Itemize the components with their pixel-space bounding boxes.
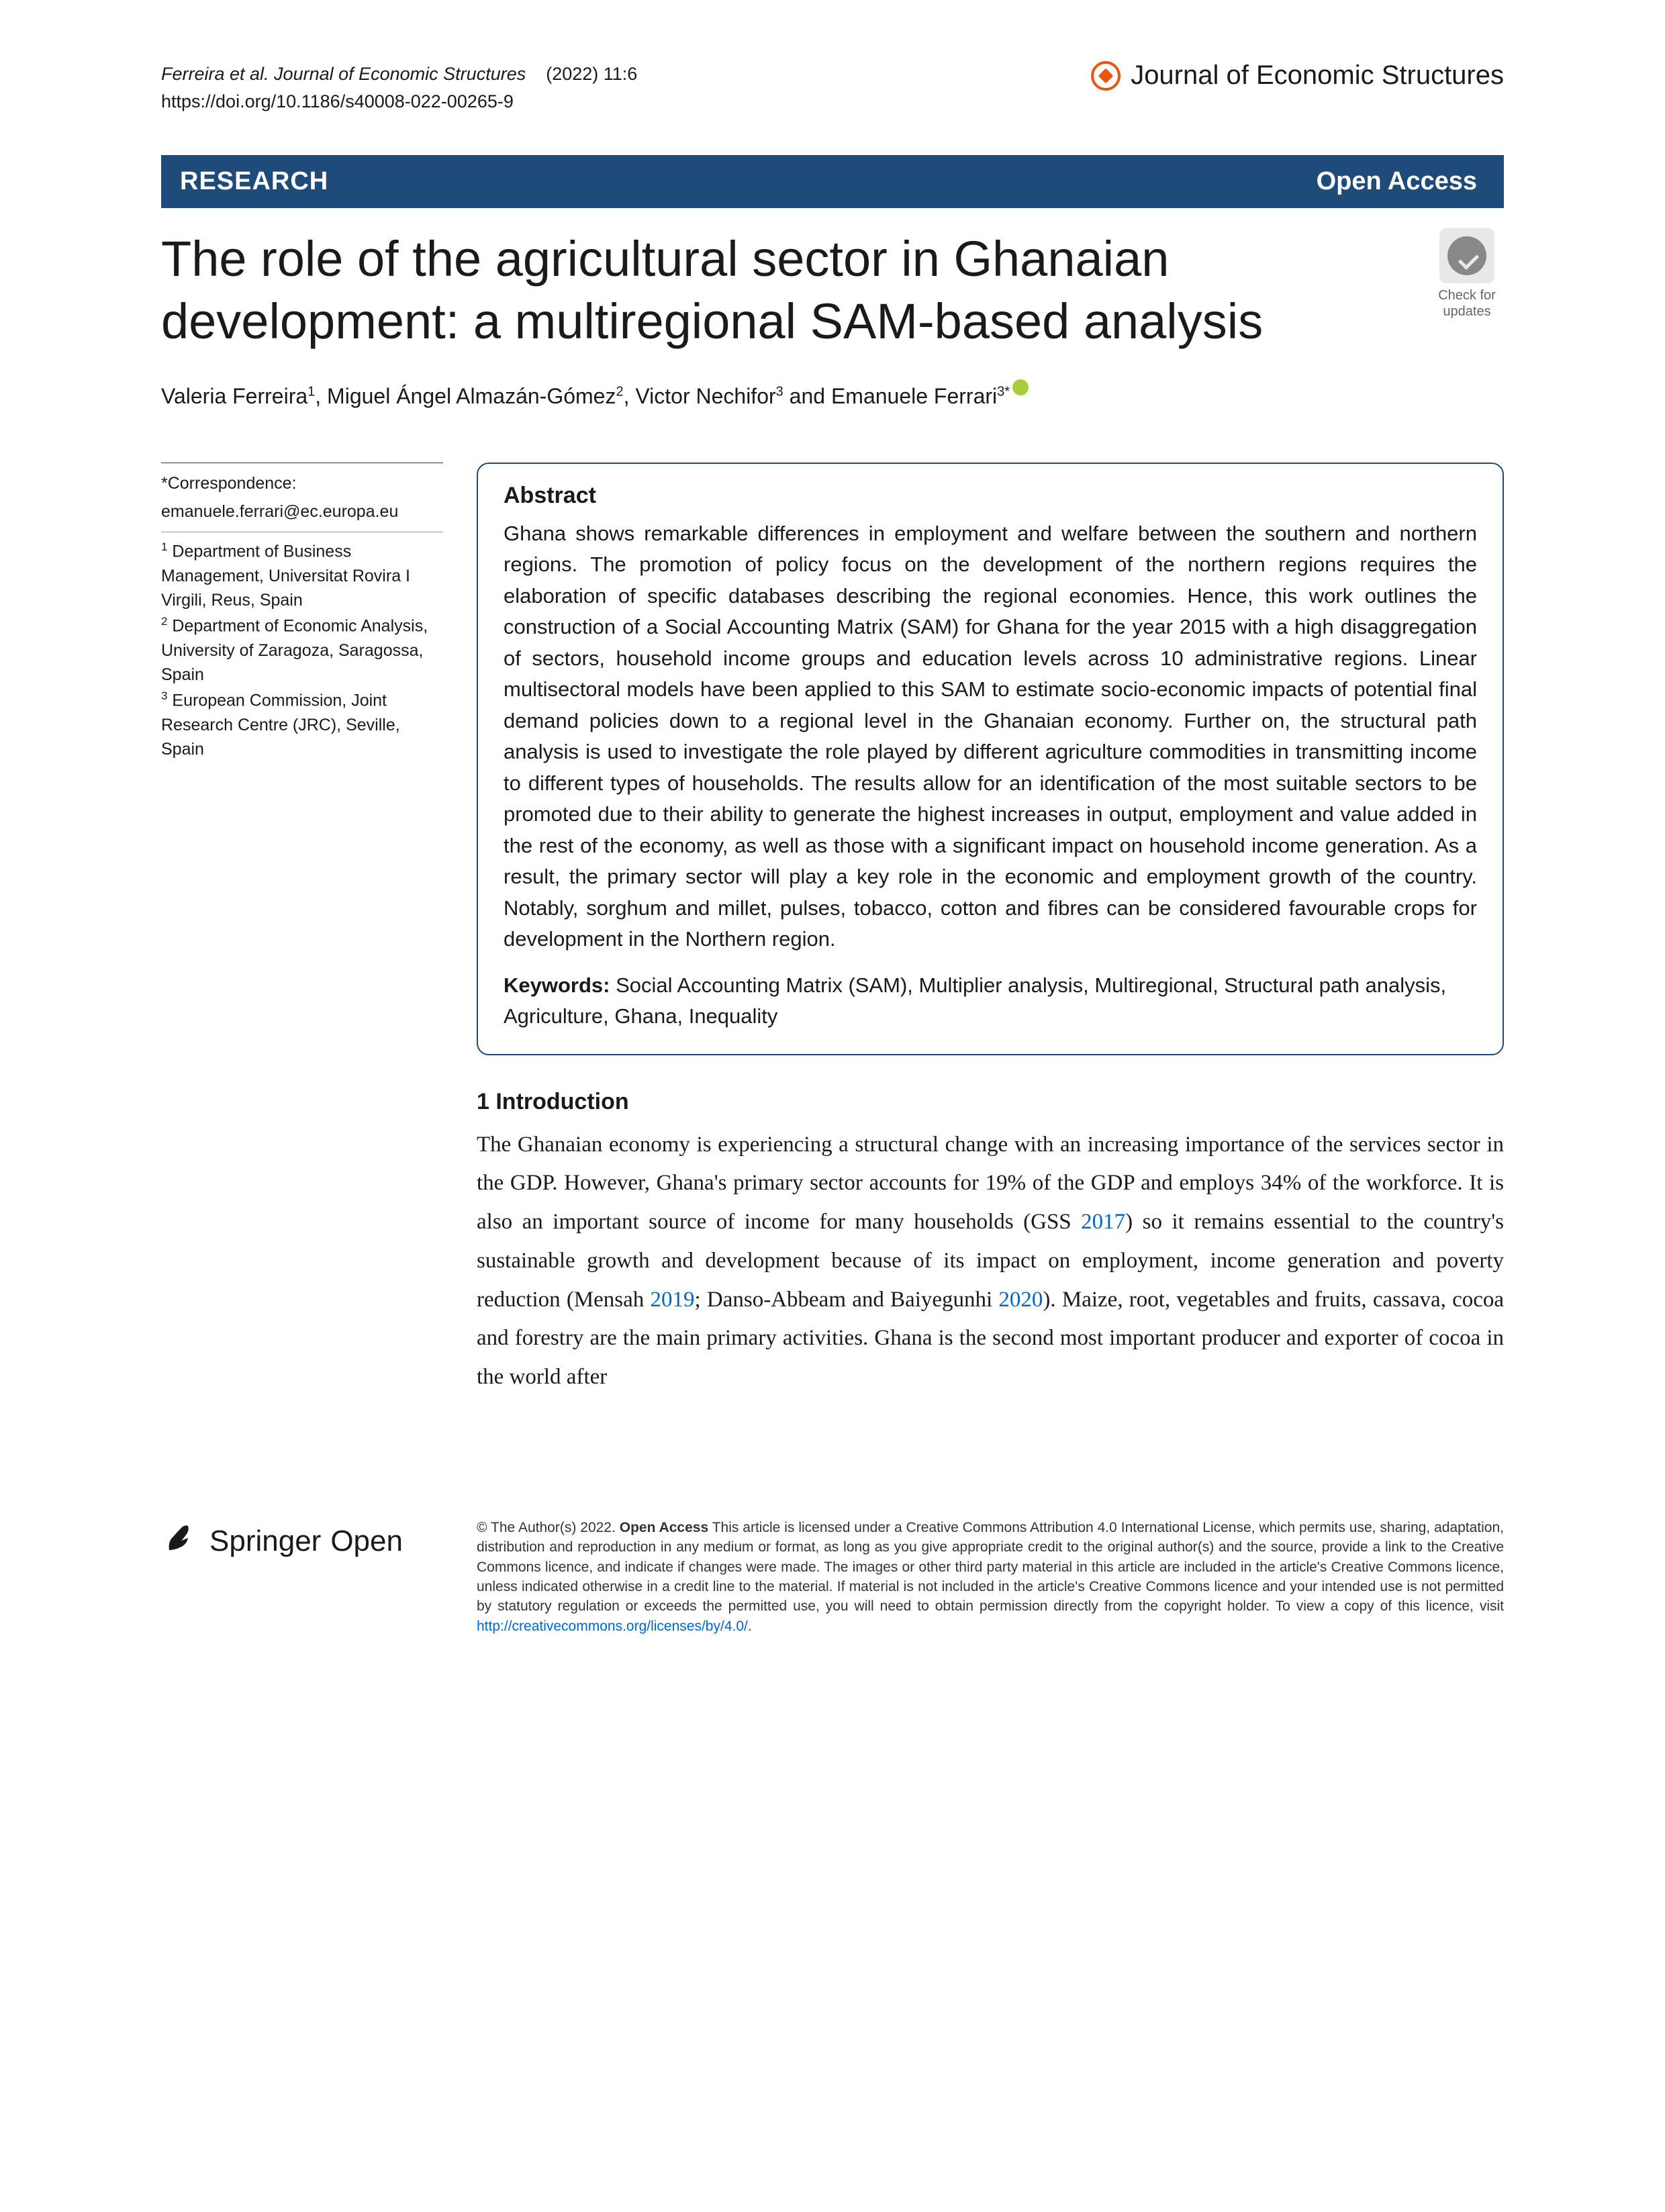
- brand-icon: [1091, 61, 1121, 91]
- research-bar: RESEARCH Open Access: [161, 155, 1504, 208]
- springer-open-text: Open: [330, 1525, 403, 1558]
- affiliations-sidebar: *Correspondence: emanuele.ferrari@ec.eur…: [161, 463, 443, 1397]
- authors-list: Valeria Ferreira1, Miguel Ángel Almazán-…: [161, 379, 1504, 409]
- orcid-icon[interactable]: [1012, 379, 1029, 395]
- affiliation-3: 3 European Commission, Joint Research Ce…: [161, 688, 443, 761]
- header-top: Ferreira et al. Journal of Economic Stru…: [161, 60, 1504, 115]
- abstract-heading: Abstract: [504, 483, 1477, 509]
- check-updates-icon: [1439, 228, 1494, 283]
- main-column: Abstract Ghana shows remarkable differen…: [477, 463, 1504, 1397]
- section-1-heading: 1 Introduction: [477, 1089, 1504, 1115]
- abstract-text: Ghana shows remarkable differences in em…: [504, 518, 1477, 955]
- springer-horse-icon: [161, 1518, 200, 1566]
- correspondence-email: emanuele.ferrari@ec.europa.eu: [161, 499, 443, 524]
- keywords-text: Social Accounting Matrix (SAM), Multipli…: [504, 973, 1446, 1028]
- open-access-label: Open Access: [1317, 167, 1477, 196]
- abstract-box: Abstract Ghana shows remarkable differen…: [477, 463, 1504, 1055]
- springer-text: Springer: [209, 1525, 321, 1558]
- check-updates-label: Check for updates: [1430, 287, 1504, 320]
- journal-brand: Journal of Economic Structures: [1091, 60, 1504, 91]
- correspondence-label: *Correspondence:: [161, 471, 443, 495]
- keywords-block: Keywords: Social Accounting Matrix (SAM)…: [504, 970, 1477, 1032]
- license-text: © The Author(s) 2022. Open Access This a…: [477, 1518, 1504, 1636]
- journal-name: Journal of Economic Structures: [1131, 60, 1504, 91]
- two-column-layout: *Correspondence: emanuele.ferrari@ec.eur…: [161, 463, 1504, 1397]
- article-title: The role of the agricultural sector in G…: [161, 228, 1403, 352]
- affiliation-1: 1 Department of Business Management, Uni…: [161, 539, 443, 612]
- section-1-paragraph: The Ghanaian economy is experiencing a s…: [477, 1126, 1504, 1397]
- citation-authors: Ferreira: [161, 64, 230, 84]
- doi: https://doi.org/10.1186/s40008-022-00265…: [161, 88, 637, 115]
- check-updates-badge[interactable]: Check for updates: [1430, 228, 1504, 320]
- title-row: The role of the agricultural sector in G…: [161, 228, 1504, 379]
- citation-issue: (2022) 11:6: [546, 64, 637, 84]
- springer-brand: Springer Open: [161, 1518, 443, 1566]
- authors-text: Valeria Ferreira1, Miguel Ángel Almazán-…: [161, 384, 1010, 408]
- keywords-label: Keywords:: [504, 973, 610, 997]
- affiliation-2: 2 Department of Economic Analysis, Unive…: [161, 614, 443, 687]
- citation-journal: et al. Journal of Economic Structures: [230, 64, 526, 84]
- footer-row: Springer Open © The Author(s) 2022. Open …: [161, 1518, 1504, 1636]
- citation-block: Ferreira et al. Journal of Economic Stru…: [161, 60, 637, 115]
- research-label: RESEARCH: [180, 167, 328, 196]
